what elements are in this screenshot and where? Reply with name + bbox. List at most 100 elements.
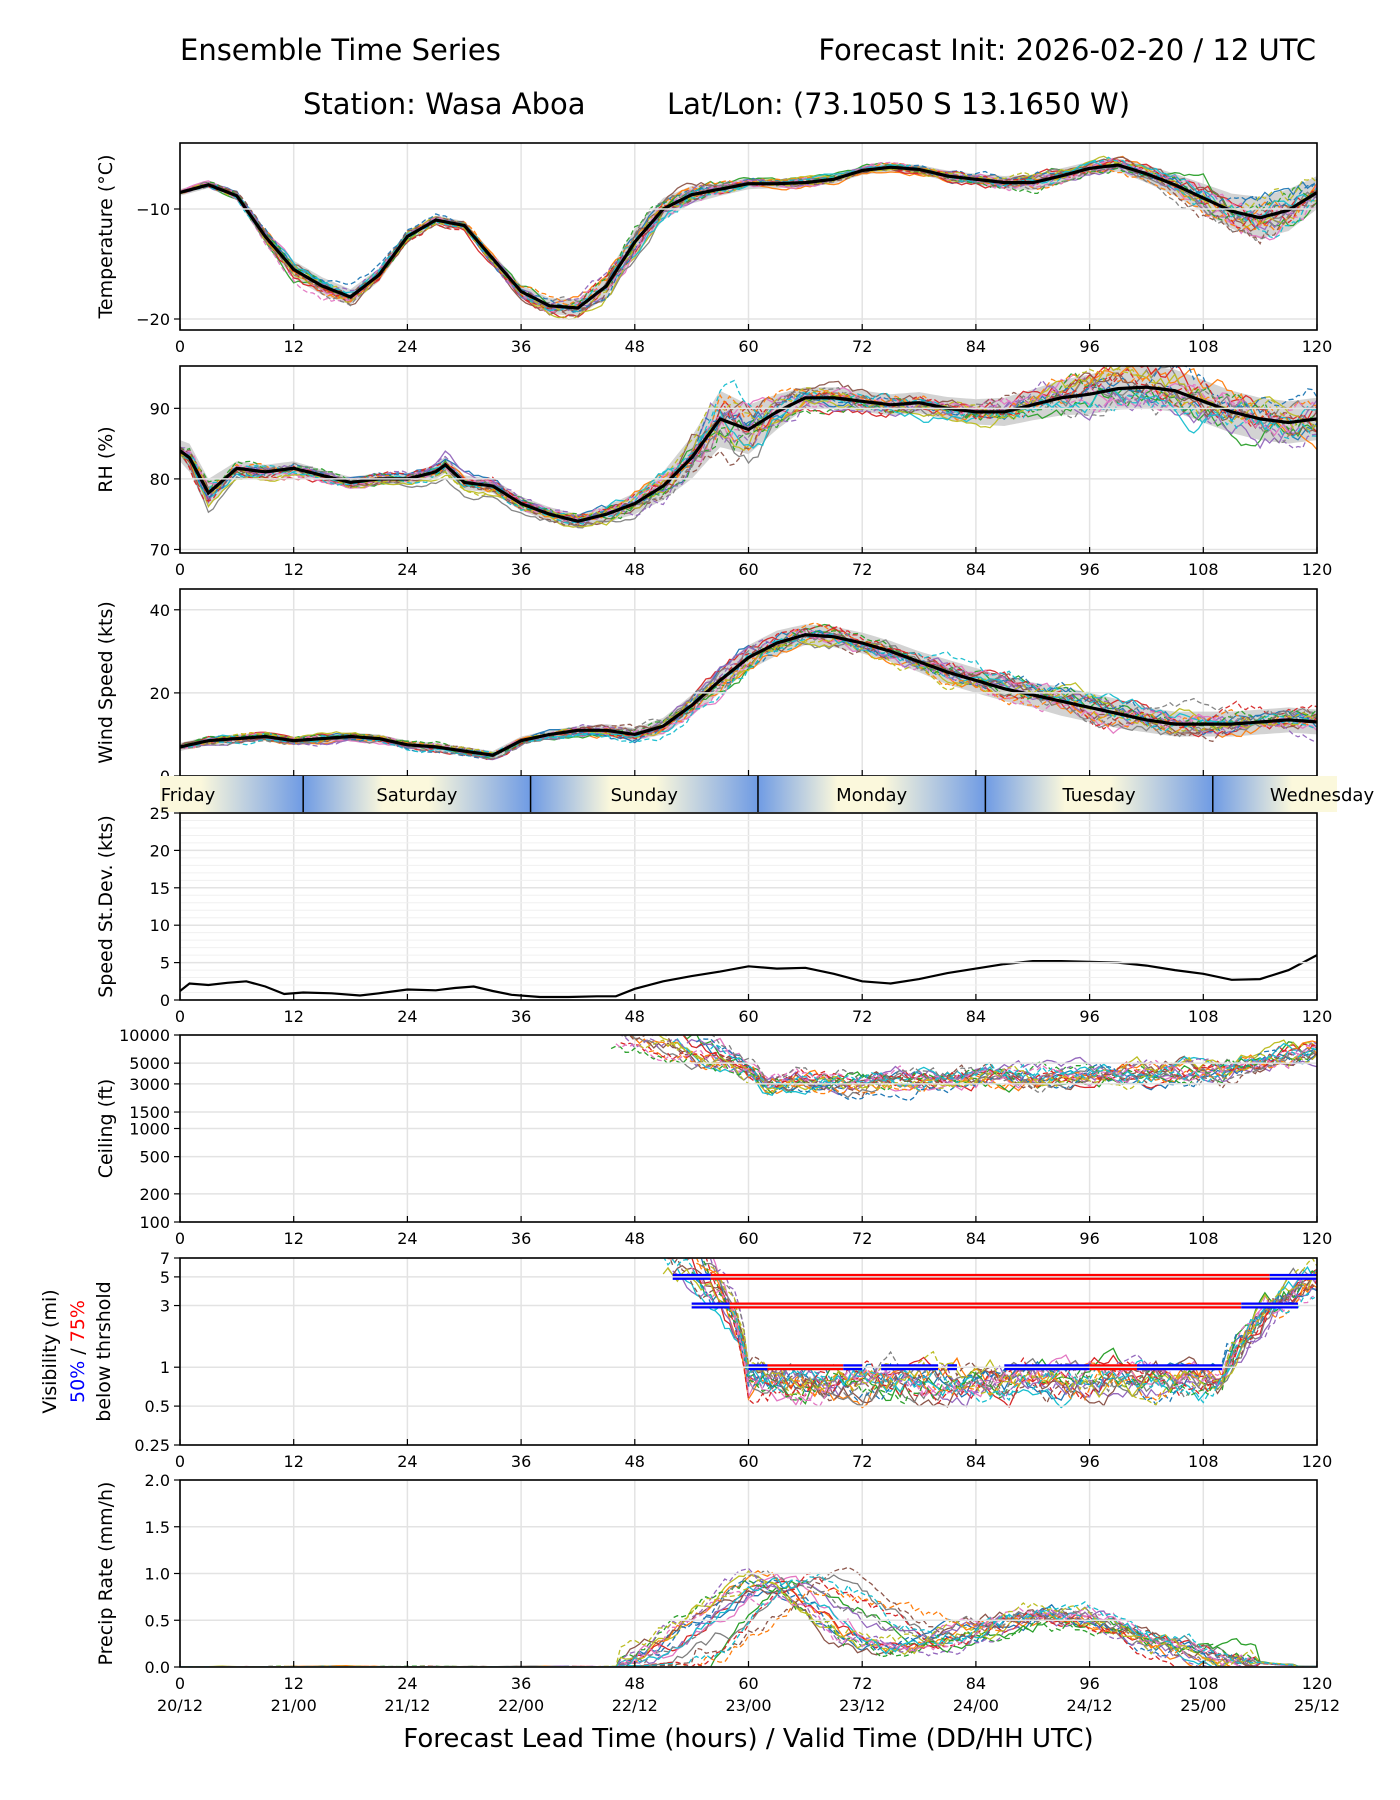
y-tick-label: 40 (150, 601, 170, 620)
x-tick-label: 96 (1079, 337, 1099, 356)
ensemble-mean-line (180, 163, 1317, 310)
x-tick-label: 108 (1188, 1452, 1219, 1471)
x-tick-label: 0 (175, 1452, 185, 1471)
y-tick-label: 7 (160, 1249, 170, 1268)
y-tick-label: 2.0 (145, 1471, 170, 1490)
valid-time-label: 23/12 (839, 1696, 885, 1715)
y-tick-label: 5000 (129, 1054, 170, 1073)
x-tick-label: 84 (966, 1674, 986, 1693)
ensemble-member-line (180, 631, 1317, 760)
y-tick-label: 80 (150, 470, 170, 489)
x-tick-label: 60 (738, 1674, 758, 1693)
station-name: Station: Wasa Aboa (303, 87, 586, 121)
ensemble-member-line (180, 1572, 1317, 1667)
legend-sep: / (67, 1342, 89, 1360)
x-tick-label: 36 (511, 560, 531, 579)
x-tick-label: 84 (966, 337, 986, 356)
x-tick-label: 0 (175, 1674, 185, 1693)
day-label-friday: Friday (161, 785, 216, 806)
x-tick-label: 84 (966, 1007, 986, 1026)
y-tick-label: 0.5 (145, 1611, 170, 1630)
x-tick-label: 108 (1188, 560, 1219, 579)
ensemble-member-line (180, 1567, 1317, 1667)
ensemble-member-line (696, 1038, 1317, 1102)
y-tick-label: 0.5 (145, 1397, 170, 1416)
x-tick-label: 72 (852, 1674, 872, 1693)
x-tick-label: 36 (511, 1452, 531, 1471)
x-tick-label: 48 (625, 1674, 645, 1693)
day-bar: Friday Saturday Sunday Monday Tuesday Wednesd… (0, 776, 1400, 812)
y-axis-label: Speed St.Dev. (kts) (95, 815, 117, 998)
x-tick-label: 84 (966, 560, 986, 579)
ensemble-member-line (180, 1580, 1317, 1667)
x-tick-label: 120 (1302, 1674, 1333, 1693)
ensemble-member-line (709, 1258, 1317, 1401)
ensemble-mean-line (180, 385, 1317, 523)
x-tick-label: 0 (175, 337, 185, 356)
ensemble-member-line (180, 1570, 1317, 1667)
day-bar-mask (1337, 776, 1400, 812)
y-axis-label: RH (%) (95, 426, 117, 492)
y-tick-label: 100 (139, 1213, 170, 1232)
x-tick-label: 12 (284, 1229, 304, 1248)
panel-precip: 0.0 0.5 1.0 1.5 2.0 0 12 24 36 48 60 72 84 96 108 120 Pr… (95, 1471, 1332, 1693)
y-tick-label: 500 (139, 1148, 170, 1167)
y-axis-label-thrshold: below thrshold (93, 1281, 115, 1421)
legend-75pct: 75% (67, 1300, 89, 1342)
x-tick-label: 108 (1188, 1007, 1219, 1026)
ensemble-member-line (180, 628, 1317, 756)
x-tick-label: 24 (397, 337, 417, 356)
x-tick-label: 72 (852, 1452, 872, 1471)
valid-time-label: 24/12 (1067, 1696, 1113, 1715)
x-tick-label: 24 (397, 1452, 417, 1471)
valid-time-label: 25/00 (1180, 1696, 1226, 1715)
day-cell (985, 776, 1213, 812)
x-tick-label: 120 (1302, 1452, 1333, 1471)
panel-rh: 70 80 90 0 12 24 36 48 60 72 84 96 108 120 RH (%) (95, 365, 1333, 579)
plot-area (180, 622, 1317, 761)
y-tick-label: 5 (160, 1268, 170, 1287)
ensemble-member-line (620, 1042, 1317, 1088)
y-tick-label: 5 (160, 954, 170, 973)
plot-frame (179, 812, 1318, 1001)
x-tick-label: 120 (1302, 337, 1333, 356)
x-tick-label: 72 (852, 560, 872, 579)
valid-time-label: 20/12 (157, 1696, 203, 1715)
y-tick-label: 0 (160, 991, 170, 1010)
ensemble-member-line (629, 1035, 1317, 1098)
plot-area (180, 155, 1317, 320)
ensemble-member-line (663, 1258, 1317, 1404)
x-tick-label: 72 (852, 337, 872, 356)
day-cell (530, 776, 758, 812)
x-tick-label: 48 (625, 1452, 645, 1471)
plot-area (180, 366, 1317, 529)
y-tick-label: 0.0 (145, 1658, 170, 1677)
y-tick-label: −20 (136, 310, 170, 329)
y-axis-label: Visibility (mi) (39, 1289, 61, 1413)
ensemble-member-line (695, 1258, 1317, 1405)
x-tick-label: 48 (625, 1229, 645, 1248)
valid-time-label: 22/12 (612, 1696, 658, 1715)
x-tick-label: 120 (1302, 560, 1333, 579)
x-tick-label: 60 (738, 1229, 758, 1248)
ensemble-member-line (648, 1046, 1317, 1095)
ensemble-member-line (691, 1267, 1317, 1408)
x-tick-label: 12 (284, 1674, 304, 1693)
x-tick-label: 120 (1302, 1007, 1333, 1026)
y-axis-label-threshold: 50% / 75% (67, 1300, 89, 1403)
y-axis-label: Wind Speed (kts) (95, 601, 117, 764)
valid-time-label: 21/12 (384, 1696, 430, 1715)
day-label-sunday: Sunday (611, 785, 679, 806)
y-tick-label: 200 (139, 1185, 170, 1204)
panel-temperature: −20 −10 0 12 24 36 48 60 72 84 96 108 120 Temperature… (95, 142, 1333, 356)
x-tick-label: 12 (284, 1452, 304, 1471)
x-tick-label: 36 (511, 1229, 531, 1248)
y-tick-label: 10000 (119, 1026, 170, 1045)
x-tick-label: 36 (511, 1674, 531, 1693)
x-tick-label: 0 (175, 560, 185, 579)
y-tick-label: 15 (150, 879, 170, 898)
ensemble-member-line (610, 1045, 1317, 1092)
chart-title: Ensemble Time Series (180, 33, 501, 67)
